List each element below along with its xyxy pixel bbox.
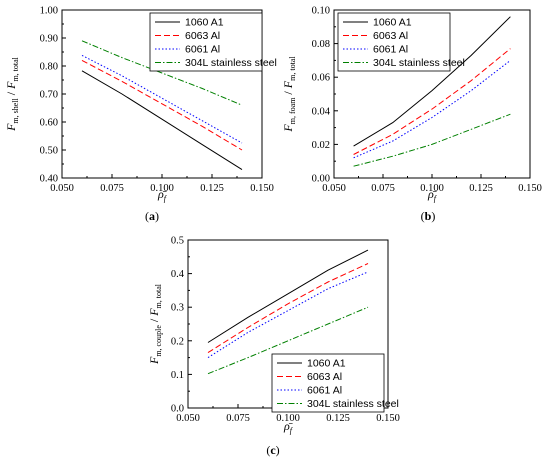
legend-box	[337, 12, 451, 72]
series-line-1	[207, 249, 369, 343]
y-axis-label: Fm, foam / Fm, total	[281, 56, 297, 133]
panel-label: (b)	[421, 209, 436, 223]
legend-label: 1060 A1	[373, 17, 412, 29]
x-tick-label: 0.150	[518, 183, 542, 194]
series-line-4	[207, 306, 369, 375]
x-axis-label: ρ̄f	[427, 187, 438, 203]
y-tick-label: 0.04	[312, 106, 331, 117]
panel-label: (a)	[145, 209, 159, 223]
x-tick-label: 0.100	[150, 183, 174, 194]
x-tick-label: 0.050	[322, 183, 346, 194]
x-tick-label: 0.075	[371, 183, 395, 194]
legend-label: 1060 A1	[185, 17, 224, 29]
legend-label: 6061 Al	[307, 385, 342, 397]
y-tick-label: 0.60	[40, 118, 58, 129]
series-line-2	[81, 59, 243, 151]
x-tick-label: 0.100	[420, 183, 444, 194]
panel-label: (c)	[266, 443, 279, 457]
legend-label: 304L stainless steel	[307, 398, 399, 410]
y-tick-label: 0.50	[40, 146, 58, 157]
y-tick-label: 0.4	[171, 269, 185, 280]
y-tick-label: 0.90	[40, 34, 58, 45]
series-line-3	[207, 271, 369, 359]
y-tick-label: 0.40	[40, 174, 58, 185]
x-tick-label: 0.075	[226, 413, 250, 424]
y-tick-label: 0.1	[171, 370, 184, 381]
x-tick-label: 0.050	[176, 413, 200, 424]
legend-box	[149, 12, 263, 72]
x-axis-label: ρ̄f	[157, 187, 168, 203]
series-line-4	[353, 113, 511, 167]
y-tick-label: 0.10	[312, 6, 330, 17]
y-tick-label: 0.2	[171, 336, 184, 347]
x-tick-label: 0.125	[326, 413, 350, 424]
y-tick-label: 0.5	[171, 236, 184, 247]
legend-label: 6063 Al	[373, 30, 408, 42]
legend-label: 304L stainless steel	[185, 57, 277, 69]
legend-label: 1060 A1	[307, 358, 346, 370]
y-tick-label: 0.02	[312, 140, 330, 151]
y-tick-label: 0.08	[312, 39, 330, 50]
y-tick-label: 0.0	[171, 404, 184, 415]
x-tick-label: 0.125	[469, 183, 493, 194]
series-line-3	[353, 60, 511, 159]
legend-box	[271, 353, 385, 413]
legend-label: 6063 Al	[185, 30, 220, 42]
series-line-1	[353, 16, 511, 147]
x-tick-label: 0.050	[50, 183, 74, 194]
x-tick-label: 0.075	[100, 183, 124, 194]
series-line-3	[81, 54, 243, 144]
series-line-1	[81, 70, 243, 171]
x-tick-label: 0.100	[276, 413, 300, 424]
legend-label: 6061 Al	[373, 44, 408, 56]
legend-label: 304L stainless steel	[373, 57, 465, 69]
chart-panel-b: 0.050 0.075 0.100 0.125 0.150 0.00 0.02 0.04 0.0…	[281, 6, 542, 224]
y-tick-label: 0.70	[40, 90, 58, 101]
legend-label: 6063 Al	[307, 371, 342, 383]
series-line-2	[207, 263, 369, 354]
y-axis-label: Fm, couple / Fm, total	[147, 283, 163, 365]
chart-panel-a: 0.050 0.075 0.100 0.125 0.150 0.40 0.50 0.60 0.7…	[4, 6, 277, 224]
y-tick-label: 1.00	[40, 6, 58, 17]
series-line-4	[81, 40, 243, 106]
x-tick-label: 0.150	[250, 183, 274, 194]
x-tick-label: 0.150	[376, 413, 400, 424]
chart-panel-c: 0.050 0.075 0.100 0.125 0.150 0.0 0.1 0.2 0.3 0.4…	[147, 236, 400, 458]
series-line-2	[353, 48, 511, 155]
y-tick-label: 0.80	[40, 62, 58, 73]
y-tick-label: 0.06	[312, 73, 330, 84]
x-axis-label: ρ̄f	[283, 419, 294, 435]
y-tick-label: 0.00	[312, 174, 330, 185]
x-tick-label: 0.125	[200, 183, 224, 194]
y-tick-label: 0.3	[171, 303, 184, 314]
legend-label: 6061 Al	[185, 44, 220, 56]
y-axis-label: Fm, shell / Fm, total	[4, 56, 20, 132]
